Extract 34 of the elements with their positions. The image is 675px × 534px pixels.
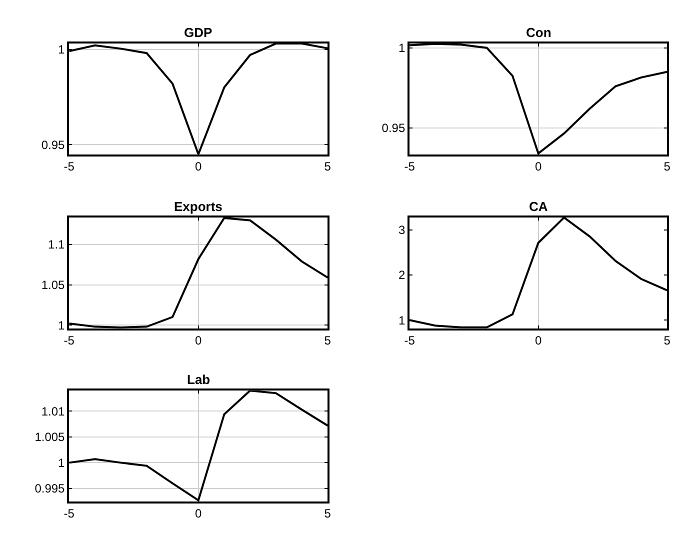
- x-tick-label: -5: [64, 334, 75, 348]
- x-tick-label: 0: [195, 506, 202, 521]
- chart-title: GDP: [184, 25, 212, 40]
- x-tick-label: -5: [404, 160, 416, 174]
- y-tick-label: 1.05: [41, 278, 66, 292]
- x-tick-label: -5: [64, 160, 75, 174]
- x-tick-label: 5: [324, 334, 332, 348]
- x-tick-label: 5: [324, 506, 332, 521]
- chart-title: Lab: [187, 372, 210, 387]
- x-tick-label: 5: [324, 160, 332, 174]
- chart-title: Con: [526, 25, 552, 40]
- y-tick-label: 1.005: [34, 430, 66, 444]
- x-tick-label: 0: [534, 334, 542, 348]
- y-tick-label: 2: [398, 268, 406, 282]
- x-tick-label: 0: [195, 334, 202, 348]
- x-tick-label: 0: [534, 160, 542, 174]
- y-tick-label: 1.1: [48, 238, 66, 252]
- y-tick-label: 1: [58, 42, 66, 56]
- y-tick-label: 1: [58, 456, 66, 470]
- chart-title: CA: [529, 199, 548, 214]
- y-tick-label: 0.995: [34, 482, 66, 496]
- y-tick-label: 1: [58, 318, 66, 332]
- y-tick-label: 3: [398, 222, 406, 237]
- y-tick-label: 1: [398, 313, 406, 328]
- y-tick-label: 1.01: [41, 404, 66, 418]
- x-tick-label: -5: [404, 334, 416, 348]
- x-tick-label: 5: [664, 160, 671, 174]
- y-tick-label: 0.95: [382, 121, 406, 136]
- chart-title: Exports: [174, 199, 222, 214]
- x-tick-label: 0: [195, 160, 202, 174]
- y-tick-label: 0.95: [41, 138, 66, 152]
- x-tick-label: -5: [64, 506, 75, 521]
- y-tick-label: 1: [398, 41, 406, 56]
- x-tick-label: 5: [664, 334, 671, 348]
